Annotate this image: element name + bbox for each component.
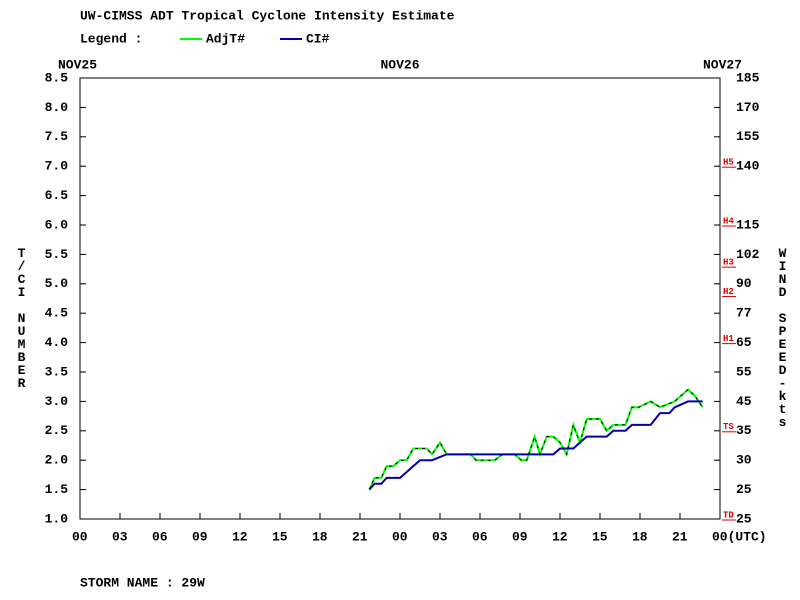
x-tick-label: 00: [392, 529, 408, 544]
y2-tick-label: 30: [736, 453, 752, 468]
intensity-label: H5: [723, 158, 734, 168]
plot-frame: [79, 77, 721, 520]
x-tick-label: 03: [432, 529, 448, 544]
y2-tick-label: 102: [736, 247, 760, 262]
y-tick-label: 3.0: [45, 394, 69, 409]
y-tick-label: 3.5: [45, 364, 69, 379]
x-tick-label: 09: [512, 529, 528, 544]
date-label: NOV25: [58, 57, 97, 72]
y-axis-title: T/CI NUMBER: [14, 246, 29, 389]
series-line: [368, 400, 703, 491]
intensity-label: H3: [723, 258, 734, 268]
x-tick-label: 00(UTC): [712, 529, 767, 544]
chart-title: UW-CIMSS ADT Tropical Cyclone Intensity …: [80, 8, 455, 23]
x-tick-label: 12: [552, 529, 568, 544]
y-tick-label: 8.5: [45, 70, 69, 85]
y2-tick-label: 25: [736, 482, 752, 497]
y-tick-label: 2.5: [45, 423, 69, 438]
y2-tick-label: 90: [736, 276, 752, 291]
x-tick-label: 18: [632, 529, 648, 544]
y-tick-label: 1.0: [45, 511, 69, 526]
y-tick-label: 4.5: [45, 306, 69, 321]
y-tick-label: 8.0: [45, 100, 69, 115]
y2-tick-label: 45: [736, 394, 752, 409]
y2-axis-title: WIND SPEED-kts: [775, 246, 790, 428]
date-label: NOV26: [380, 57, 419, 72]
y2-tick-label: 25: [736, 511, 752, 526]
intensity-label: H2: [723, 287, 734, 297]
y2-tick-label: 65: [736, 335, 752, 350]
y-tick-label: 7.0: [45, 159, 69, 174]
x-tick-label: 21: [672, 529, 688, 544]
series-dash: [368, 388, 704, 490]
y2-tick-label: 185: [736, 70, 760, 85]
y2-tick-label: 77: [736, 306, 752, 321]
x-tick-label: 06: [472, 529, 488, 544]
x-tick-label: 21: [352, 529, 368, 544]
y2-tick-label: 35: [736, 423, 752, 438]
y-tick-label: 5.0: [45, 276, 69, 291]
y2-tick-label: 140: [736, 159, 760, 174]
y2-tick-label: 55: [736, 364, 752, 379]
intensity-label: H1: [723, 334, 734, 344]
y-tick-label: 1.5: [45, 482, 69, 497]
y-tick-label: 4.0: [45, 335, 69, 350]
intensity-label: TS: [723, 422, 734, 432]
y-tick-label: 6.0: [45, 217, 69, 232]
y-tick-label: 2.0: [45, 453, 69, 468]
legend-entry: CI#: [306, 31, 330, 46]
storm-name: STORM NAME : 29W: [80, 575, 205, 590]
x-tick-label: 00: [72, 529, 88, 544]
x-tick-label: 03: [112, 529, 128, 544]
date-label: NOV27: [703, 57, 742, 72]
x-tick-label: 18: [312, 529, 328, 544]
y-tick-label: 5.5: [45, 247, 69, 262]
y2-tick-label: 155: [736, 129, 760, 144]
legend-entry: AdjT#: [206, 31, 245, 46]
y2-tick-label: 170: [736, 100, 760, 115]
y2-tick-label: 115: [736, 217, 760, 232]
x-tick-label: 15: [592, 529, 608, 544]
x-tick-label: 12: [232, 529, 248, 544]
intensity-label: TD: [723, 510, 734, 520]
y-tick-label: 7.5: [45, 129, 69, 144]
intensity-label: H4: [723, 216, 734, 226]
x-tick-label: 15: [272, 529, 288, 544]
x-tick-label: 06: [152, 529, 168, 544]
x-tick-label: 09: [192, 529, 208, 544]
y-tick-label: 6.5: [45, 188, 69, 203]
legend-label: Legend :: [80, 31, 142, 46]
